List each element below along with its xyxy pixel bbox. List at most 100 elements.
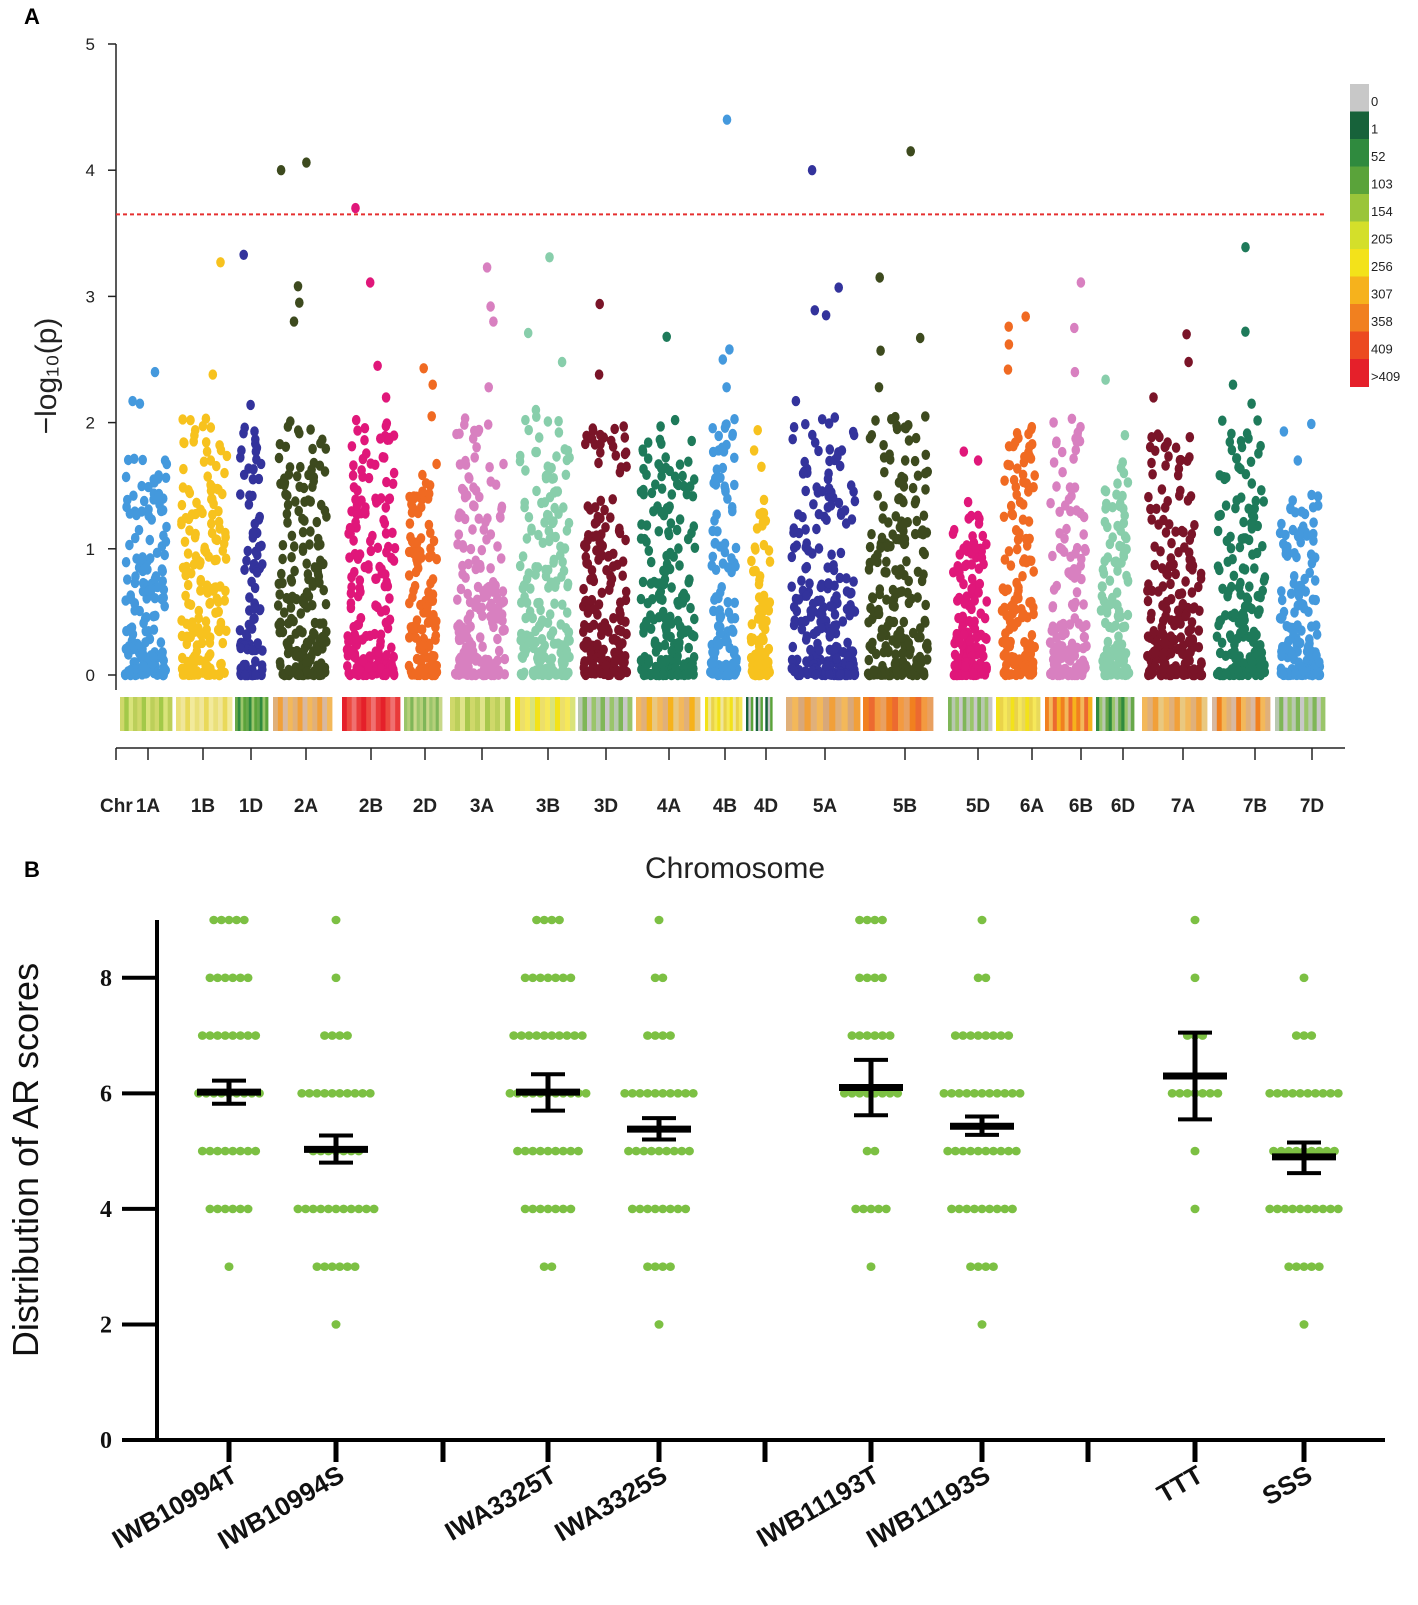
score-point (665, 1089, 675, 1098)
snp-point (556, 541, 565, 552)
snp-point (482, 262, 492, 273)
score-point (646, 1146, 656, 1156)
score-point (543, 973, 553, 983)
snp-point (302, 637, 312, 648)
density-stripe (1250, 697, 1256, 731)
snp-point (477, 602, 487, 613)
snp-point (746, 652, 756, 664)
density-stripe (1018, 697, 1023, 731)
panel-b-group-separators (226, 1442, 1307, 1462)
snp-point (1178, 648, 1187, 659)
snp-point (405, 598, 414, 609)
density-stripe (829, 697, 836, 731)
snp-point (160, 549, 169, 561)
snp-point (536, 655, 546, 666)
density-stripe (317, 697, 323, 731)
snp-point (383, 581, 393, 592)
snp-point (1119, 517, 1129, 529)
score-point (870, 1146, 880, 1156)
snp-point (1312, 629, 1322, 640)
density-stripe (1102, 697, 1106, 731)
snp-point (255, 511, 264, 523)
snp-point (249, 613, 258, 625)
snp-point (596, 447, 605, 458)
snp-point (1063, 667, 1073, 678)
snp-point (373, 542, 383, 553)
snp-point (531, 562, 540, 573)
snp-point (967, 573, 977, 585)
snp-point (646, 623, 656, 634)
snp-point (498, 586, 508, 597)
snp-point (1293, 455, 1303, 466)
density-stripe (668, 697, 674, 731)
score-point (509, 1031, 519, 1040)
score-point (312, 1262, 322, 1271)
snp-point (899, 538, 909, 550)
snp-point (206, 485, 216, 496)
score-point (988, 1146, 998, 1156)
snp-point (978, 530, 988, 542)
snp-point (481, 657, 491, 668)
category-label: TTT (1152, 1459, 1208, 1509)
snp-point (921, 468, 930, 479)
density-stripe (1014, 697, 1019, 731)
snp-point (887, 414, 896, 425)
score-point (981, 1262, 991, 1271)
snp-point (196, 585, 205, 596)
density-stripe (717, 697, 721, 731)
snp-point (384, 494, 394, 505)
snp-point (454, 634, 464, 646)
snp-point (869, 665, 879, 676)
density-stripe (570, 697, 576, 731)
density-stripe (874, 697, 881, 731)
snp-point (1289, 571, 1299, 582)
snp-point (425, 480, 435, 491)
density-stripe (591, 697, 597, 731)
snp-point (389, 555, 399, 566)
snp-point (899, 616, 909, 628)
density-stripe (1265, 697, 1271, 731)
snp-point (1218, 583, 1227, 594)
score-point (361, 1204, 371, 1214)
density-stripe (1025, 697, 1030, 731)
score-point (327, 1262, 337, 1271)
snp-point (1244, 503, 1253, 514)
snp-point (412, 537, 422, 548)
snp-point (899, 519, 909, 530)
density-stripe (1064, 697, 1069, 731)
snp-point (183, 579, 193, 591)
snp-point (1247, 631, 1256, 642)
snp-point (900, 455, 910, 466)
snp-point (639, 669, 649, 681)
score-point (681, 1089, 691, 1098)
snp-point (424, 519, 434, 531)
snp-point (884, 517, 893, 528)
density-stripe (1099, 697, 1103, 731)
snp-point (1295, 530, 1304, 541)
snp-point (289, 316, 299, 327)
snp-point (908, 482, 918, 494)
snp-point (322, 511, 331, 522)
chromosome-label: 4A (657, 796, 682, 817)
snp-point (601, 660, 611, 671)
density-stripe (609, 697, 615, 731)
snp-point (660, 639, 670, 651)
snp-point (643, 437, 653, 448)
snp-point (1029, 608, 1038, 620)
score-point (1307, 1146, 1317, 1156)
score-point (1284, 1262, 1294, 1271)
score-point (354, 1204, 364, 1214)
legend-swatch (1350, 194, 1369, 222)
snp-point (1149, 626, 1158, 637)
snp-point (1312, 650, 1321, 661)
chromosome-label: 7D (1300, 796, 1324, 817)
score-point (1291, 1031, 1301, 1040)
density-stripe (465, 697, 471, 731)
density-stripe (505, 697, 511, 731)
snp-point (313, 533, 323, 545)
score-point (988, 1031, 998, 1040)
density-stripe (222, 697, 228, 731)
score-point (1000, 1204, 1010, 1214)
snp-point (157, 564, 167, 575)
